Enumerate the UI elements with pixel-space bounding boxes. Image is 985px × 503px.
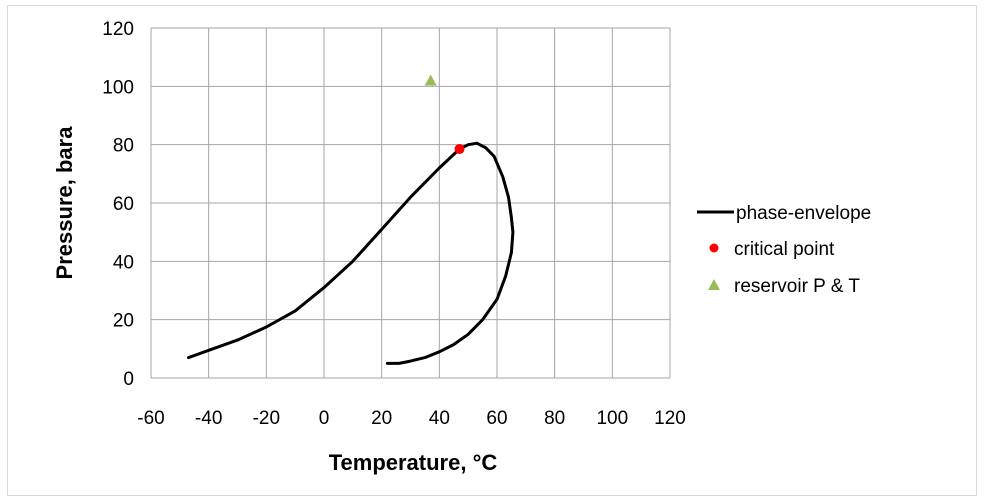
legend-label: critical point bbox=[734, 239, 835, 260]
x-tick-label: 80 bbox=[544, 408, 565, 429]
x-tick-label: 120 bbox=[654, 408, 686, 429]
y-tick-label: 20 bbox=[113, 311, 134, 332]
y-tick-label: 120 bbox=[102, 19, 134, 40]
x-tick-label: -60 bbox=[137, 408, 164, 429]
y-tick-label: 0 bbox=[123, 369, 134, 390]
grid bbox=[150, 27, 671, 379]
x-axis-title: Temperature, °C bbox=[329, 450, 498, 475]
legend-swatch-reservoir bbox=[708, 279, 720, 290]
x-tick-label: 0 bbox=[319, 408, 330, 429]
y-tick-label: 100 bbox=[102, 77, 134, 98]
series-layer bbox=[187, 74, 515, 365]
series-line-phase-envelope bbox=[187, 141, 515, 365]
x-tick-label: 100 bbox=[596, 408, 628, 429]
legend-label: reservoir P & T bbox=[734, 276, 860, 297]
y-axis-title: Pressure, bara bbox=[52, 126, 77, 280]
x-tick-label: -40 bbox=[195, 408, 222, 429]
y-tick-label: 80 bbox=[113, 136, 134, 157]
legend: phase-envelope critical point reservoir P … bbox=[697, 203, 871, 297]
legend-swatch-critical-point bbox=[709, 243, 719, 253]
critical-point-marker bbox=[454, 144, 465, 155]
x-tick-label: 60 bbox=[486, 408, 507, 429]
y-tick-label: 60 bbox=[113, 194, 134, 215]
legend-label: phase-envelope bbox=[736, 203, 871, 224]
x-tick-labels: -60 -40 -20 0 20 40 60 80 100 120 bbox=[137, 408, 686, 429]
y-tick-label: 40 bbox=[113, 252, 134, 273]
x-tick-label: -20 bbox=[253, 408, 280, 429]
x-tick-label: 40 bbox=[429, 408, 450, 429]
x-tick-label: 20 bbox=[371, 408, 392, 429]
reservoir-marker bbox=[424, 74, 437, 86]
y-tick-labels: 0 20 40 60 80 100 120 bbox=[102, 19, 134, 390]
